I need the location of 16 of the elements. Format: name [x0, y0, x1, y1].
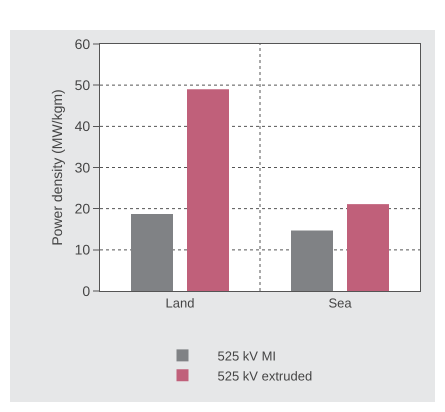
x-tick-label: Sea: [328, 296, 352, 311]
bar: [291, 230, 333, 291]
y-tick-label: 20: [74, 200, 90, 217]
bar: [187, 89, 229, 291]
y-tick-label: 10: [74, 242, 90, 258]
y-tick-label: 30: [74, 159, 90, 176]
bar: [131, 214, 173, 291]
y-tick-label: 0: [82, 282, 90, 299]
legend-label: 525 kV MI: [218, 348, 276, 364]
x-tick-label: Land: [166, 296, 194, 311]
y-tick-label: 40: [74, 118, 90, 134]
legend-label: 525 kV extruded: [218, 368, 312, 384]
y-tick-label: 50: [74, 77, 90, 94]
bar: [347, 204, 389, 291]
y-axis-title: Power density (MW/kgm): [49, 89, 65, 246]
y-tick-label: 60: [74, 36, 90, 52]
